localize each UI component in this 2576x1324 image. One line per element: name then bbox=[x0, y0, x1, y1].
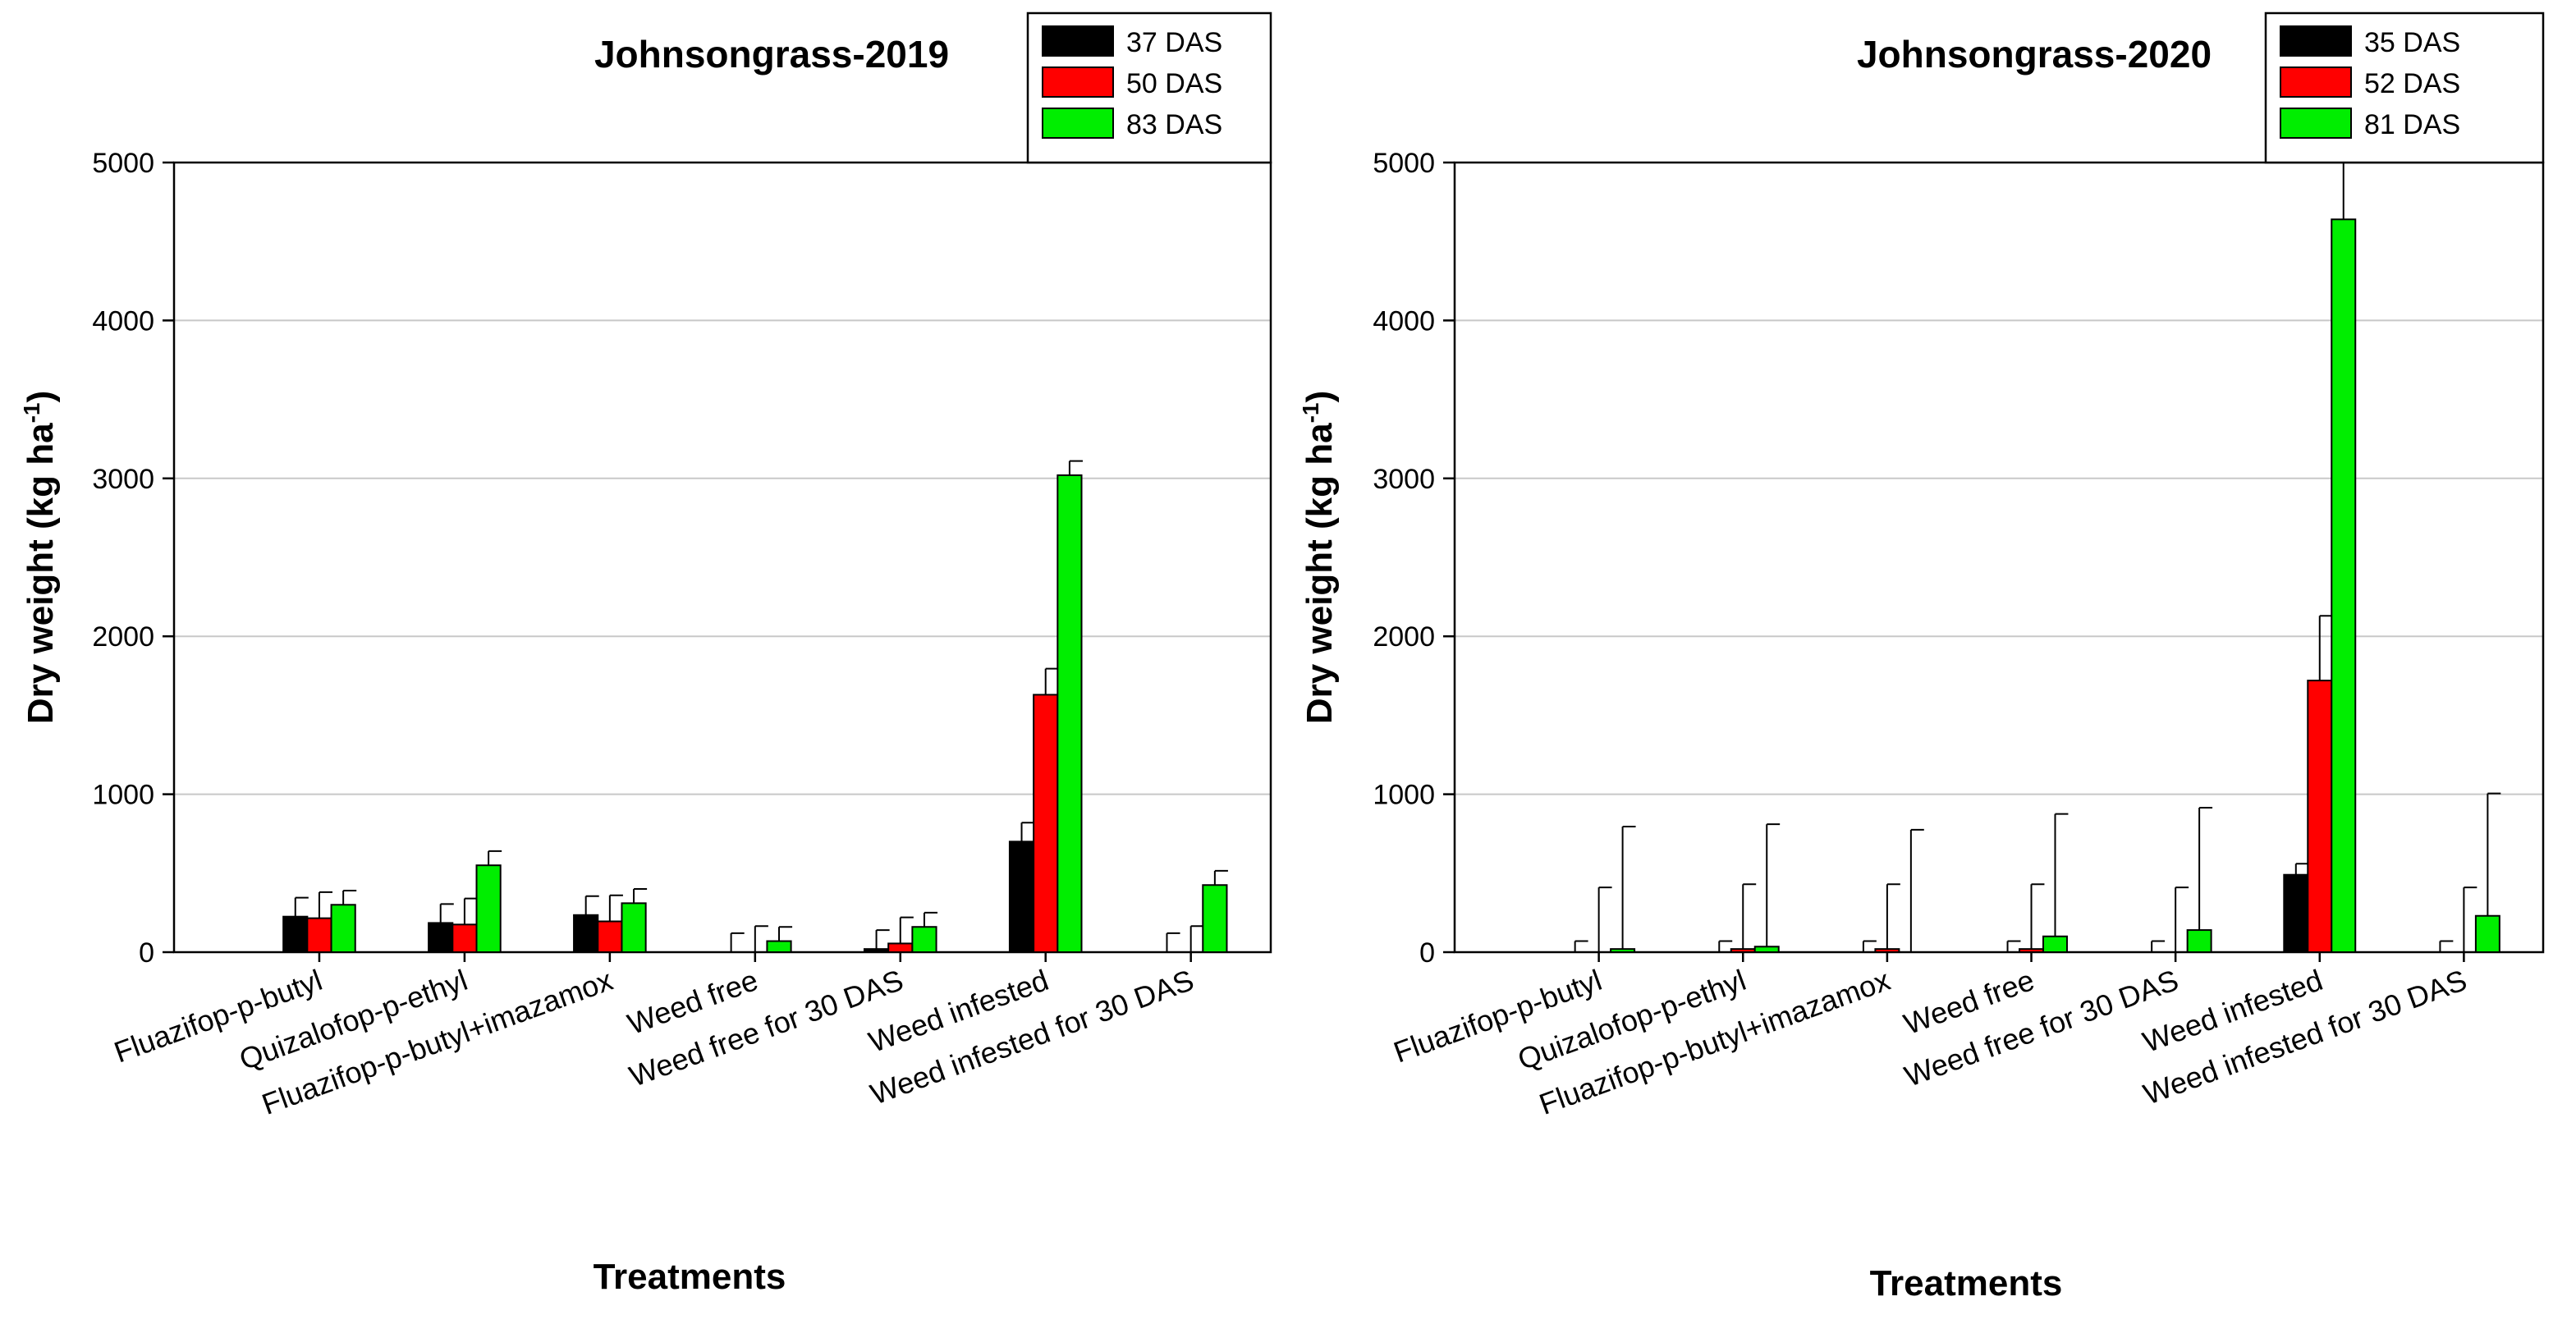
bar-81-das bbox=[1610, 948, 1636, 953]
bar-83-das bbox=[766, 940, 792, 953]
x-axis-title: Treatments bbox=[1870, 1263, 2063, 1303]
y-axis-title: Dry weight (kg ha-1) bbox=[19, 391, 61, 724]
legend-swatch bbox=[2280, 108, 2352, 139]
bar-81-das bbox=[2186, 929, 2212, 953]
bar-37-das bbox=[282, 915, 309, 953]
legend-label: 35 DAS bbox=[2364, 27, 2460, 58]
bar-83-das bbox=[1057, 474, 1083, 953]
y-tick-label: 3000 bbox=[1373, 464, 1435, 495]
y-tick-label: 3000 bbox=[92, 464, 154, 495]
legend-label: 52 DAS bbox=[2364, 68, 2460, 99]
bar-83-das bbox=[621, 902, 647, 953]
y-tick-label: 0 bbox=[139, 937, 154, 969]
y-tick-label: 1000 bbox=[92, 780, 154, 811]
bar-50-das bbox=[1033, 694, 1059, 953]
legend-swatch bbox=[2280, 66, 2352, 98]
legend-label: 50 DAS bbox=[1126, 68, 1222, 99]
y-tick-label: 4000 bbox=[92, 305, 154, 337]
bar-83-das bbox=[911, 926, 937, 953]
bar-52-das bbox=[1874, 948, 1900, 953]
legend-label: 37 DAS bbox=[1126, 27, 1222, 58]
y-tick-label: 5000 bbox=[1373, 148, 1435, 179]
bar-83-das bbox=[1202, 884, 1228, 953]
legend-swatch bbox=[1042, 108, 1114, 139]
y-axis-title: Dry weight (kg ha-1) bbox=[1298, 391, 1340, 724]
bar-83-das bbox=[330, 904, 356, 954]
chart-panel-1: 010002000300040005000Fluazifop-p-butylQu… bbox=[19, 11, 1272, 1297]
y-tick-label: 0 bbox=[1419, 937, 1435, 969]
chart-title: Johnsongrass-2019 bbox=[594, 33, 949, 76]
legend-label: 81 DAS bbox=[2364, 109, 2460, 140]
plot-frame bbox=[172, 161, 1272, 954]
bar-81-das bbox=[2042, 935, 2068, 954]
bar-83-das bbox=[475, 864, 502, 954]
bar-52-das bbox=[2307, 680, 2333, 954]
bar-35-das bbox=[2283, 873, 2309, 953]
bar-50-das bbox=[306, 917, 332, 954]
bar-50-das bbox=[887, 942, 914, 953]
plot-frame bbox=[1453, 161, 2545, 954]
bar-37-das bbox=[428, 922, 454, 954]
y-tick-label: 4000 bbox=[1373, 305, 1435, 337]
chart-panel-2: 010002000300040005000Fluazifop-p-butylQu… bbox=[1298, 11, 2545, 1303]
bar-52-das bbox=[2019, 948, 2045, 953]
bar-37-das bbox=[1008, 841, 1035, 953]
bar-81-das bbox=[2331, 218, 2357, 954]
legend-swatch bbox=[1042, 25, 1114, 57]
legend-swatch bbox=[2280, 25, 2352, 57]
y-tick-label: 5000 bbox=[92, 148, 154, 179]
y-tick-label: 1000 bbox=[1373, 780, 1435, 811]
chart-title: Johnsongrass-2020 bbox=[1857, 33, 2212, 76]
bar-37-das bbox=[573, 914, 599, 954]
legend-label: 83 DAS bbox=[1126, 109, 1222, 140]
y-tick-label: 2000 bbox=[1373, 621, 1435, 653]
bar-50-das bbox=[597, 920, 623, 954]
bar-81-das bbox=[1753, 946, 1780, 953]
bar-81-das bbox=[2474, 914, 2500, 954]
bar-52-das bbox=[1730, 948, 1756, 953]
y-tick-label: 2000 bbox=[92, 621, 154, 653]
legend-swatch bbox=[1042, 66, 1114, 98]
bar-37-das bbox=[863, 948, 890, 953]
bar-50-das bbox=[451, 923, 478, 953]
x-axis-title: Treatments bbox=[594, 1257, 786, 1297]
